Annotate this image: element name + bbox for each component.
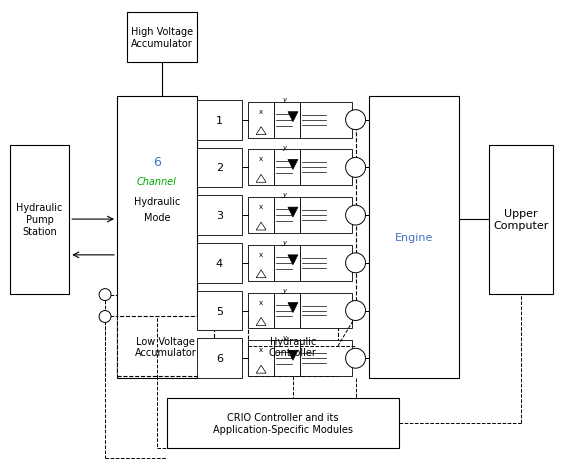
Bar <box>248 245 274 281</box>
Circle shape <box>346 111 366 130</box>
Bar <box>274 150 300 186</box>
Bar <box>248 198 274 233</box>
Bar <box>274 341 300 376</box>
Bar <box>489 145 553 294</box>
Text: 1: 1 <box>216 115 223 125</box>
Polygon shape <box>256 223 266 231</box>
Circle shape <box>99 289 111 301</box>
Polygon shape <box>288 303 298 313</box>
Circle shape <box>346 301 366 321</box>
Text: Hydraulic: Hydraulic <box>133 197 180 207</box>
Text: y: y <box>282 239 286 245</box>
Text: y: y <box>282 287 286 293</box>
Circle shape <box>99 311 111 323</box>
Bar <box>117 97 197 378</box>
Text: x: x <box>259 204 263 210</box>
Text: y: y <box>282 335 286 341</box>
Text: 3: 3 <box>216 211 223 220</box>
Bar <box>300 341 351 376</box>
Polygon shape <box>288 255 298 265</box>
Bar <box>274 103 300 138</box>
Polygon shape <box>256 175 266 183</box>
Text: 6: 6 <box>216 353 223 363</box>
Bar <box>197 244 242 283</box>
Bar <box>300 150 351 186</box>
Circle shape <box>346 158 366 178</box>
Text: x: x <box>259 299 263 305</box>
Polygon shape <box>256 127 266 135</box>
Bar <box>248 103 274 138</box>
Text: x: x <box>259 346 263 352</box>
Text: Engine: Engine <box>395 232 433 243</box>
Polygon shape <box>288 160 298 170</box>
Text: High Voltage
Accumulator: High Voltage Accumulator <box>131 27 193 49</box>
Text: Mode: Mode <box>144 213 170 223</box>
Polygon shape <box>256 270 266 278</box>
Text: y: y <box>282 97 286 103</box>
Bar <box>274 293 300 329</box>
Bar <box>248 150 274 186</box>
Text: 4: 4 <box>216 258 223 268</box>
Bar <box>127 13 197 63</box>
Polygon shape <box>288 208 298 218</box>
Text: CRIO Controller and its
Application-Specific Modules: CRIO Controller and its Application-Spec… <box>213 412 353 434</box>
Polygon shape <box>256 318 266 326</box>
Text: Upper
Computer: Upper Computer <box>493 209 549 231</box>
Bar <box>300 103 351 138</box>
Text: 2: 2 <box>216 163 223 173</box>
Polygon shape <box>256 365 266 373</box>
Bar <box>197 338 242 378</box>
Bar <box>300 293 351 329</box>
Polygon shape <box>288 113 298 122</box>
Text: Hydraulic
Controller: Hydraulic Controller <box>269 336 317 357</box>
Circle shape <box>346 206 366 225</box>
Text: 6: 6 <box>153 156 160 169</box>
Bar <box>300 198 351 233</box>
Bar <box>167 398 399 448</box>
Bar <box>10 145 69 294</box>
Text: y: y <box>282 192 286 198</box>
Bar <box>197 196 242 236</box>
Text: x: x <box>259 108 263 114</box>
Bar <box>248 341 274 376</box>
Bar <box>197 148 242 188</box>
Bar <box>274 245 300 281</box>
Text: Channel: Channel <box>137 177 177 187</box>
Text: x: x <box>259 251 263 257</box>
Text: Hydraulic
Pump
Station: Hydraulic Pump Station <box>16 203 63 236</box>
Bar <box>197 291 242 331</box>
Bar <box>300 245 351 281</box>
Circle shape <box>346 349 366 369</box>
Bar <box>274 198 300 233</box>
Text: y: y <box>282 144 286 150</box>
Bar <box>370 97 459 378</box>
Text: x: x <box>259 156 263 162</box>
Polygon shape <box>288 350 298 360</box>
Circle shape <box>346 253 366 273</box>
Bar <box>248 293 274 329</box>
Bar <box>248 317 338 376</box>
Text: Low Voltage
Accumulator: Low Voltage Accumulator <box>135 336 197 357</box>
Bar <box>117 317 214 376</box>
Text: 5: 5 <box>216 306 223 316</box>
Bar <box>197 100 242 140</box>
